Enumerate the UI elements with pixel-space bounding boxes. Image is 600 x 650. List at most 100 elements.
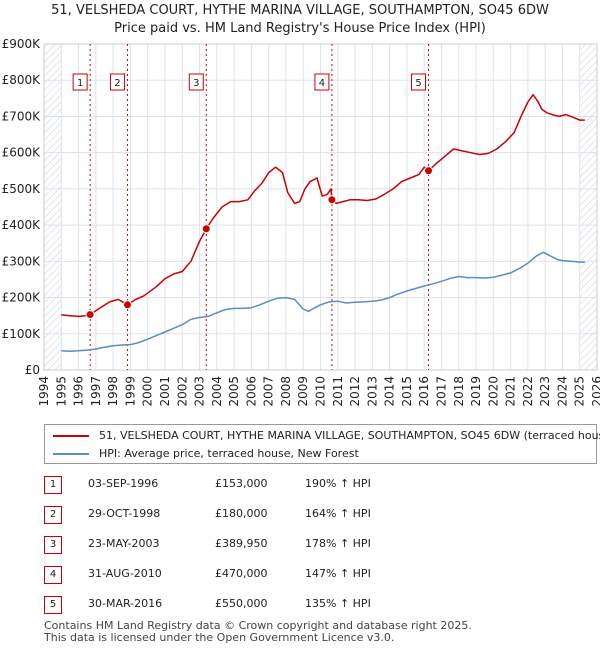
sale-number-badge: 1 bbox=[44, 476, 62, 494]
sale-marker-label: 4 bbox=[319, 78, 325, 89]
sale-number-badge: 5 bbox=[44, 596, 62, 614]
x-tick-label: 2015 bbox=[400, 376, 414, 407]
sale-hpi-change: 135% ↑ HPI bbox=[305, 597, 371, 610]
y-tick-label: £500K bbox=[2, 182, 42, 196]
hatched-region bbox=[579, 44, 597, 370]
legend: 51, VELSHEDA COURT, HYTHE MARINA VILLAGE… bbox=[44, 424, 600, 464]
sale-price: £550,000 bbox=[215, 597, 268, 610]
x-tick-label: 2002 bbox=[175, 376, 189, 407]
sale-number-badge: 4 bbox=[44, 566, 62, 584]
sale-number-badge: 2 bbox=[44, 506, 62, 524]
sale-point bbox=[327, 195, 337, 205]
x-tick-label: 2023 bbox=[538, 376, 552, 407]
sale-hpi-change: 178% ↑ HPI bbox=[305, 537, 371, 550]
table-row: 1 03-SEP-1996 £153,000 190% ↑ HPI bbox=[0, 470, 600, 498]
sale-date: 03-SEP-1996 bbox=[88, 477, 159, 490]
x-tick-label: 2008 bbox=[279, 376, 293, 407]
sale-marker-label: 5 bbox=[415, 78, 421, 89]
y-tick-label: £200K bbox=[2, 291, 42, 305]
table-row: 4 31-AUG-2010 £470,000 147% ↑ HPI bbox=[0, 560, 600, 588]
x-tick-label: 2006 bbox=[244, 376, 258, 407]
footer: Contains HM Land Registry data © Crown c… bbox=[44, 620, 472, 644]
x-tick-label: 2001 bbox=[158, 376, 172, 407]
sale-date: 31-AUG-2010 bbox=[88, 567, 162, 580]
sale-number-badge: 3 bbox=[44, 536, 62, 554]
x-tick-label: 2020 bbox=[486, 376, 500, 407]
legend-hpi-swatch bbox=[53, 453, 89, 455]
x-tick-label: 2013 bbox=[365, 376, 379, 407]
sale-hpi-change: 190% ↑ HPI bbox=[305, 477, 371, 490]
x-tick-label: 2014 bbox=[383, 376, 397, 407]
sale-point bbox=[85, 310, 95, 320]
x-tick-label: 2005 bbox=[227, 376, 241, 407]
x-tick-label: 2024 bbox=[555, 376, 569, 407]
legend-property-swatch bbox=[53, 435, 89, 437]
y-tick-label: £800K bbox=[2, 73, 42, 87]
x-tick-label: 2022 bbox=[521, 376, 535, 407]
sale-point bbox=[122, 300, 132, 310]
sale-marker-box bbox=[72, 73, 88, 91]
x-tick-label: 2010 bbox=[314, 376, 328, 407]
y-tick-label: £100K bbox=[2, 327, 42, 341]
x-tick-label: 2025 bbox=[573, 376, 587, 407]
x-tick-label: 2026 bbox=[590, 376, 600, 407]
sale-marker-label: 3 bbox=[193, 78, 199, 89]
legend-item-hpi: HPI: Average price, terraced house, New … bbox=[53, 445, 359, 463]
x-tick-label: 1998 bbox=[106, 376, 120, 407]
sale-date: 29-OCT-1998 bbox=[88, 507, 161, 520]
sale-marker-box bbox=[411, 73, 427, 91]
sale-price: £153,000 bbox=[215, 477, 268, 490]
legend-item-property: 51, VELSHEDA COURT, HYTHE MARINA VILLAGE… bbox=[53, 427, 600, 445]
y-tick-label: £0 bbox=[25, 363, 40, 377]
sale-marker-label: 2 bbox=[114, 78, 120, 89]
x-tick-label: 1996 bbox=[72, 376, 86, 407]
x-tick-label: 2009 bbox=[296, 376, 310, 407]
property-price-line bbox=[61, 93, 585, 318]
table-row: 3 23-MAY-2003 £389,950 178% ↑ HPI bbox=[0, 530, 600, 558]
x-tick-label: 2000 bbox=[141, 376, 155, 407]
sale-hpi-change: 164% ↑ HPI bbox=[305, 507, 371, 520]
x-tick-label: 2021 bbox=[504, 376, 518, 407]
plot-border bbox=[43, 43, 598, 371]
x-tick-label: 2011 bbox=[331, 376, 345, 407]
x-tick-label: 1994 bbox=[37, 376, 51, 407]
hatched-region bbox=[44, 44, 62, 370]
y-tick-label: £300K bbox=[2, 254, 42, 268]
x-tick-label: 1995 bbox=[54, 376, 68, 407]
sale-marker-box bbox=[109, 73, 125, 91]
sale-marker-label: 1 bbox=[77, 78, 83, 89]
sale-marker-box bbox=[188, 73, 204, 91]
table-row: 2 29-OCT-1998 £180,000 164% ↑ HPI bbox=[0, 500, 600, 528]
x-tick-label: 2018 bbox=[452, 376, 466, 407]
x-tick-label: 2019 bbox=[469, 376, 483, 407]
sale-marker-box bbox=[314, 73, 330, 91]
x-tick-label: 2004 bbox=[210, 376, 224, 407]
y-tick-label: £400K bbox=[2, 218, 42, 232]
footer-copyright: Contains HM Land Registry data © Crown c… bbox=[44, 619, 472, 632]
y-tick-label: £700K bbox=[2, 109, 42, 123]
chart-title-line1: 51, VELSHEDA COURT, HYTHE MARINA VILLAGE… bbox=[51, 3, 549, 18]
sale-point bbox=[424, 166, 434, 176]
chart-title-line2: Price paid vs. HM Land Registry's House … bbox=[114, 21, 486, 36]
price-chart: £0 £100K £200K £300K £400K £500K £600K £700K £80… bbox=[2, 37, 600, 407]
hpi-line bbox=[61, 251, 585, 352]
legend-hpi-label: HPI: Average price, terraced house, New … bbox=[99, 447, 359, 460]
x-tick-label: 2003 bbox=[193, 376, 207, 407]
y-tick-label: £600K bbox=[2, 146, 42, 160]
x-tick-label: 1999 bbox=[123, 376, 137, 407]
sale-hpi-change: 147% ↑ HPI bbox=[305, 567, 371, 580]
sale-point bbox=[201, 224, 211, 234]
sale-price: £389,950 bbox=[215, 537, 268, 550]
x-tick-label: 2017 bbox=[434, 376, 448, 407]
y-tick-label: £900K bbox=[2, 37, 42, 51]
x-tick-label: 1997 bbox=[89, 376, 103, 407]
table-row: 5 30-MAR-2016 £550,000 135% ↑ HPI bbox=[0, 590, 600, 618]
sale-date: 30-MAR-2016 bbox=[88, 597, 163, 610]
legend-property-label: 51, VELSHEDA COURT, HYTHE MARINA VILLAGE… bbox=[99, 429, 600, 442]
sale-price: £180,000 bbox=[215, 507, 268, 520]
footer-licence: This data is licensed under the Open Gov… bbox=[44, 631, 395, 644]
sale-date: 23-MAY-2003 bbox=[88, 537, 160, 550]
sale-price: £470,000 bbox=[215, 567, 268, 580]
x-tick-label: 2012 bbox=[348, 376, 362, 407]
x-tick-label: 2007 bbox=[262, 376, 276, 407]
